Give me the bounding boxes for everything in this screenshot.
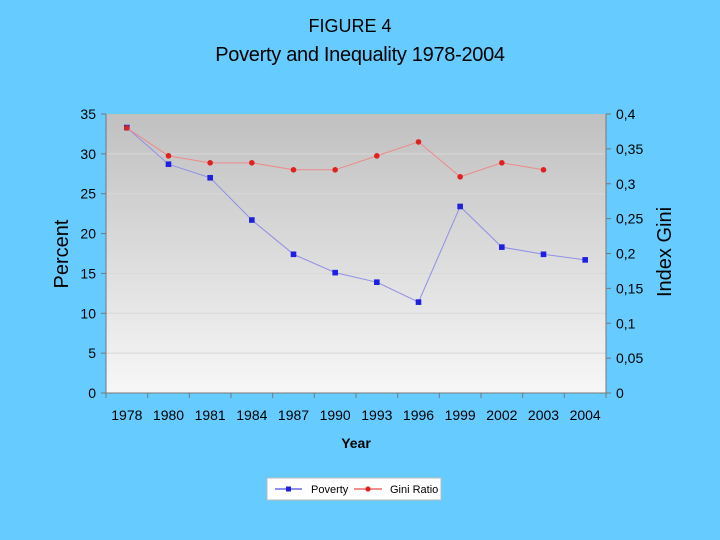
y-tick-label-right: 0,15 (616, 280, 643, 296)
legend-gini-marker (365, 486, 371, 492)
data-point (290, 251, 297, 258)
data-point (499, 244, 505, 250)
legend-poverty-marker (286, 486, 291, 492)
y-tick-label-left: 15 (80, 265, 96, 281)
gridlines (106, 153, 606, 354)
data-point (165, 153, 172, 159)
x-tick-label: 1993 (361, 407, 392, 423)
data-point (415, 139, 422, 145)
x-tick-label: 2002 (486, 407, 517, 423)
x-tick-label: 1981 (195, 407, 226, 423)
data-point (499, 160, 505, 166)
legend-poverty-label: Poverty (311, 484, 349, 496)
legend: Poverty Gini Ratio (266, 477, 442, 501)
data-point (249, 217, 255, 223)
y-axis-title-right: Index Gini (654, 207, 676, 297)
x-tick-label: 1996 (403, 407, 434, 423)
y-tick-label-right: 0,1 (616, 315, 636, 331)
x-tick-label: 1984 (236, 407, 267, 423)
series-line (126, 127, 586, 303)
data-point (374, 279, 380, 285)
y-tick-label-right: 0,05 (616, 350, 643, 366)
y-tick-label-right: 0,4 (616, 106, 636, 122)
data-point (457, 203, 463, 210)
figure-label: FIGURE 4 (308, 16, 392, 36)
data-point (540, 251, 547, 258)
data-point (374, 153, 380, 159)
y-axis-title-left: Percent (51, 219, 73, 288)
axes (101, 113, 611, 398)
series (124, 124, 588, 305)
x-tick-label: 1980 (153, 407, 184, 423)
y-tick-label-left: 5 (88, 345, 96, 361)
y-tick-label-left: 10 (80, 305, 96, 321)
x-tick-label: 2003 (528, 407, 559, 423)
data-point (249, 160, 255, 166)
y-tick-label-left: 0 (88, 385, 96, 401)
y-tick-label-right: 0,3 (616, 176, 636, 192)
y-tick-label-right: 0,25 (616, 211, 643, 227)
tick-labels: 0 5 10 15 20 25 30 35 0 0,05 0,1 0,15 0,2 0,25 0,3 0,35… (80, 106, 643, 423)
data-point (415, 299, 422, 305)
data-point (457, 173, 463, 180)
x-tick-label: 1987 (278, 407, 309, 423)
data-point (332, 167, 338, 173)
y-tick-label-left: 35 (80, 106, 96, 122)
data-point (165, 161, 172, 168)
x-tick-label: 1978 (111, 407, 142, 423)
x-tick-label: 1990 (320, 407, 351, 423)
legend-gini-label: Gini Ratio (390, 484, 438, 496)
y-tick-label-left: 25 (80, 186, 96, 202)
data-point (332, 269, 338, 276)
x-tick-label: 1999 (445, 407, 476, 423)
y-tick-label-right: 0,2 (616, 246, 636, 262)
data-point (582, 257, 588, 263)
data-point (290, 167, 297, 173)
data-point (540, 167, 547, 173)
data-point (207, 160, 213, 166)
x-axis-title: Year (341, 435, 371, 451)
y-tick-label-left: 30 (80, 146, 96, 162)
y-tick-label-right: 0,35 (616, 141, 643, 157)
y-tick-label-left: 20 (80, 226, 96, 242)
data-point (207, 174, 213, 181)
y-tick-label-right: 0 (616, 385, 624, 401)
data-point (124, 125, 130, 131)
chart-title: Poverty and Inequality 1978-2004 (215, 44, 505, 66)
plot-area (106, 114, 606, 393)
x-tick-label: 2004 (570, 407, 601, 423)
